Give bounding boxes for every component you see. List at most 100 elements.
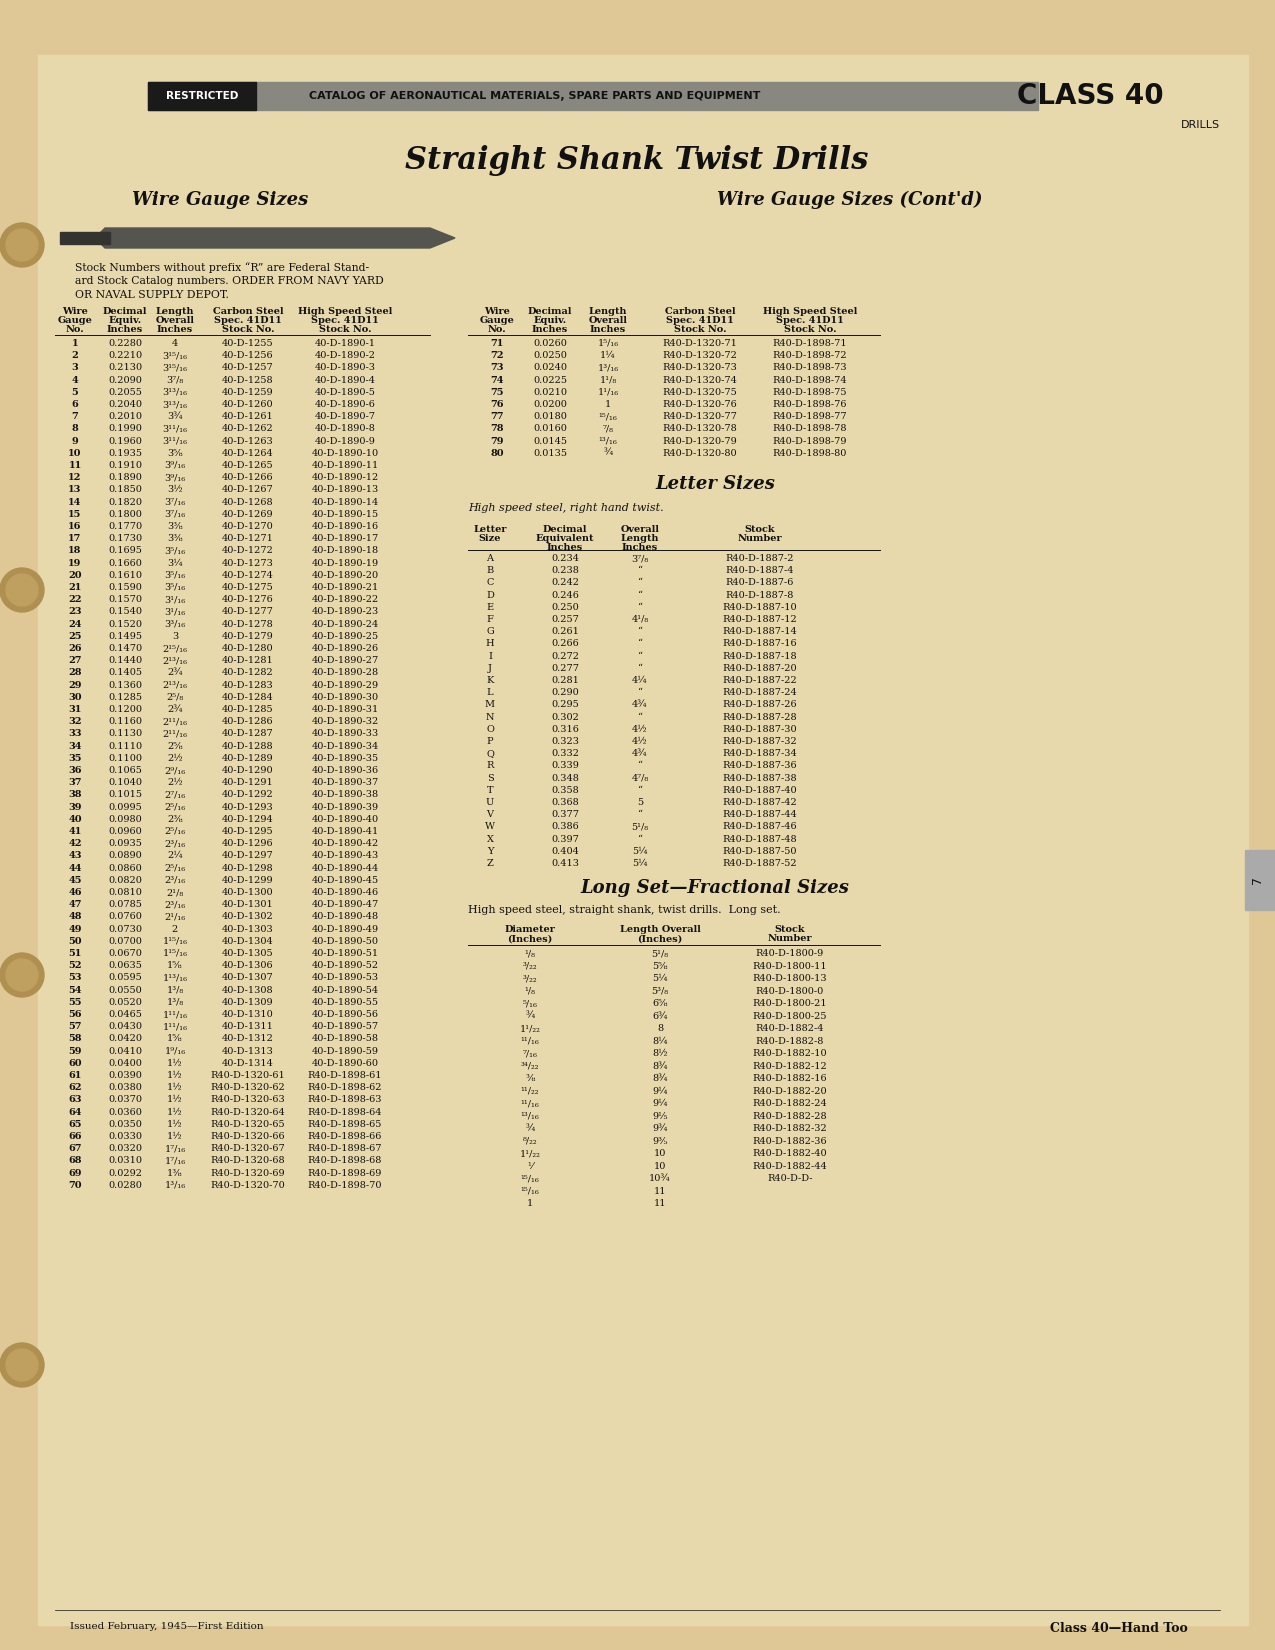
Text: Length Overall: Length Overall [620, 926, 700, 934]
Text: 8: 8 [71, 424, 78, 434]
Text: 40-D-1261: 40-D-1261 [222, 412, 274, 421]
Text: R40-D-1887-48: R40-D-1887-48 [723, 835, 797, 843]
Text: R40-D-1887-12: R40-D-1887-12 [723, 615, 797, 624]
Text: R40-D-1320-73: R40-D-1320-73 [663, 363, 737, 373]
Text: R40-D-1898-61: R40-D-1898-61 [307, 1071, 382, 1081]
Text: 0.358: 0.358 [551, 785, 579, 795]
Text: 10: 10 [69, 449, 82, 457]
Text: R: R [486, 761, 493, 771]
Text: 73: 73 [491, 363, 504, 373]
Text: W: W [484, 822, 495, 832]
Text: R40-D-1898-78: R40-D-1898-78 [773, 424, 848, 434]
Bar [60, 233, 110, 244]
Text: 40-D-1301: 40-D-1301 [222, 901, 274, 909]
Text: R40-D-1898-70: R40-D-1898-70 [307, 1181, 382, 1190]
Text: 3⁵/₁₆: 3⁵/₁₆ [164, 546, 186, 556]
Text: 4½: 4½ [632, 738, 648, 746]
Text: 0.1540: 0.1540 [108, 607, 142, 617]
Text: R40-D-1800-0: R40-D-1800-0 [756, 987, 824, 995]
Text: 1³/₈: 1³/₈ [166, 998, 184, 1006]
Text: 40-D-1890-11: 40-D-1890-11 [311, 460, 379, 470]
Text: U: U [486, 799, 495, 807]
Text: 6¾: 6¾ [653, 1011, 668, 1021]
Text: 40-D-1890-32: 40-D-1890-32 [311, 718, 379, 726]
Text: R40-D-1320-78: R40-D-1320-78 [663, 424, 737, 434]
Text: Issued February, 1945—First Edition: Issued February, 1945—First Edition [70, 1622, 264, 1630]
Text: Stock No.: Stock No. [673, 325, 727, 333]
Text: ¹/₈: ¹/₈ [524, 987, 536, 995]
Text: 7: 7 [1252, 876, 1265, 884]
Text: 5⅝: 5⅝ [653, 962, 668, 970]
Text: 40-D-1300: 40-D-1300 [222, 888, 274, 898]
Circle shape [6, 574, 38, 606]
Text: 56: 56 [69, 1010, 82, 1020]
Text: 40-D-1890-4: 40-D-1890-4 [315, 376, 376, 384]
Text: “: “ [638, 810, 643, 818]
Text: 0.323: 0.323 [551, 738, 579, 746]
Text: 40-D-1890-5: 40-D-1890-5 [315, 388, 375, 396]
Text: 40-D-1890-9: 40-D-1890-9 [315, 437, 375, 446]
Text: 0.0280: 0.0280 [108, 1181, 142, 1190]
Text: 2¾: 2¾ [167, 705, 182, 714]
Text: 38: 38 [69, 790, 82, 799]
Text: Carbon Steel: Carbon Steel [213, 307, 283, 317]
Text: 8¾: 8¾ [653, 1074, 668, 1082]
Text: 40-D-1269: 40-D-1269 [222, 510, 274, 518]
Text: 3¹³/₁₆: 3¹³/₁₆ [162, 388, 187, 396]
Text: 57: 57 [69, 1023, 82, 1031]
Text: ⁵/₁₆: ⁵/₁₆ [523, 1000, 538, 1008]
Text: 7: 7 [71, 412, 78, 421]
Text: 2¹¹/₁₆: 2¹¹/₁₆ [162, 718, 187, 726]
Text: R40-D-1800-9: R40-D-1800-9 [756, 949, 824, 959]
Text: E: E [487, 602, 493, 612]
Text: 0.2090: 0.2090 [108, 376, 142, 384]
Text: 9⅗: 9⅗ [653, 1137, 668, 1145]
Text: R40-D-1887-26: R40-D-1887-26 [723, 700, 797, 710]
Text: Wire Gauge Sizes: Wire Gauge Sizes [131, 191, 309, 210]
Text: 0.0370: 0.0370 [108, 1096, 142, 1104]
Text: 0.2210: 0.2210 [108, 351, 142, 360]
Text: 40-D-1273: 40-D-1273 [222, 559, 274, 568]
Text: High Speed Steel: High Speed Steel [298, 307, 393, 317]
Text: 40-D-1890-19: 40-D-1890-19 [311, 559, 379, 568]
Text: 40-D-1890-39: 40-D-1890-39 [311, 802, 379, 812]
Text: 4: 4 [172, 338, 178, 348]
Text: 40-D-1302: 40-D-1302 [222, 912, 274, 921]
Text: Stock No.: Stock No. [784, 325, 836, 333]
Text: 40-D-1890-33: 40-D-1890-33 [311, 729, 379, 739]
Text: 22: 22 [69, 596, 82, 604]
Text: 1½: 1½ [167, 1059, 182, 1068]
Text: R40-D-1887-18: R40-D-1887-18 [723, 652, 797, 660]
Text: 0.0400: 0.0400 [108, 1059, 142, 1068]
Text: 40-D-1289: 40-D-1289 [222, 754, 274, 762]
Text: Carbon Steel: Carbon Steel [664, 307, 736, 317]
Text: M: M [484, 700, 495, 710]
Text: 40-D-1271: 40-D-1271 [222, 535, 274, 543]
Text: 33: 33 [69, 729, 82, 739]
Text: “: “ [638, 761, 643, 771]
Text: 35: 35 [69, 754, 82, 762]
Text: 59: 59 [69, 1046, 82, 1056]
Text: O: O [486, 724, 493, 734]
Text: 2¹¹/₁₆: 2¹¹/₁₆ [162, 729, 187, 739]
Text: Gauge: Gauge [57, 317, 92, 325]
Text: 71: 71 [491, 338, 504, 348]
Text: 0.0310: 0.0310 [108, 1157, 142, 1165]
Text: 3: 3 [172, 632, 178, 640]
Text: 0.0160: 0.0160 [533, 424, 567, 434]
Text: X: X [487, 835, 493, 843]
Text: 52: 52 [69, 962, 82, 970]
Text: 9⅕: 9⅕ [653, 1112, 668, 1120]
Text: 40-D-1890-6: 40-D-1890-6 [315, 399, 375, 409]
Text: 0.368: 0.368 [551, 799, 579, 807]
Text: 40-D-1296: 40-D-1296 [222, 840, 274, 848]
Text: 4½: 4½ [632, 724, 648, 734]
Text: R40-D-1887-4: R40-D-1887-4 [725, 566, 794, 576]
Text: 3½: 3½ [167, 485, 182, 495]
Text: 64: 64 [69, 1107, 82, 1117]
Text: 40-D-1272: 40-D-1272 [222, 546, 274, 556]
Circle shape [0, 1343, 45, 1388]
Text: 40-D-1277: 40-D-1277 [222, 607, 274, 617]
Text: 4: 4 [71, 376, 78, 384]
Text: 4¾: 4¾ [632, 749, 648, 759]
